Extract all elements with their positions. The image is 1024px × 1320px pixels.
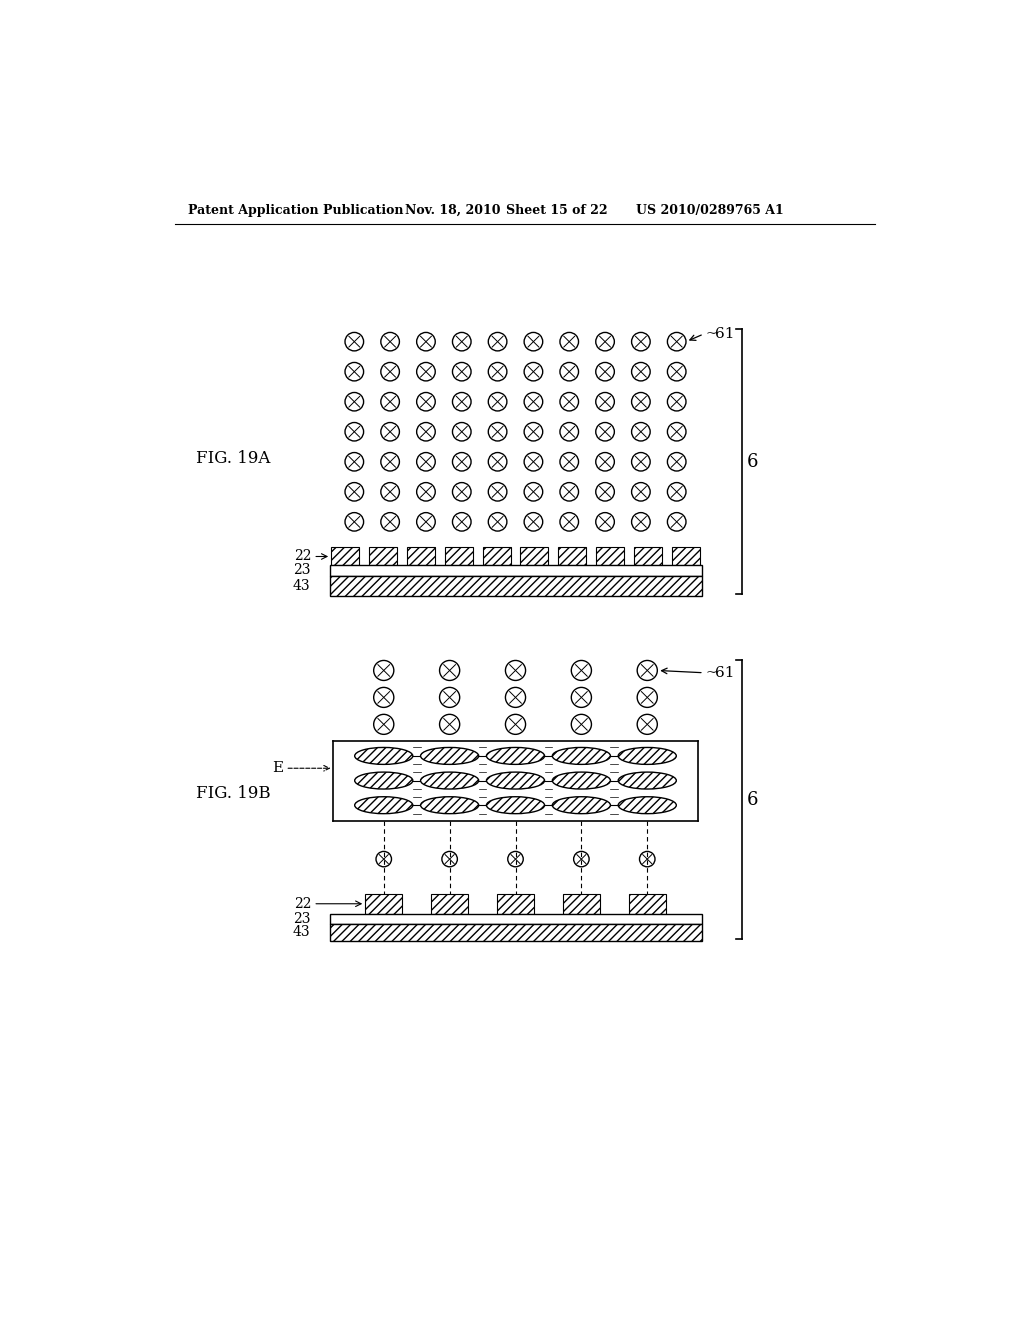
Ellipse shape [421,797,478,813]
Ellipse shape [552,797,610,813]
Text: 61: 61 [716,327,735,341]
Text: ~: ~ [706,327,717,341]
Bar [497,894,535,913]
Bar [330,565,701,576]
Text: US 2010/0289765 A1: US 2010/0289765 A1 [636,205,783,218]
Ellipse shape [618,772,676,789]
Text: 22: 22 [294,896,311,911]
Bar [672,548,700,565]
Text: E: E [272,762,284,775]
Bar [558,548,587,565]
Text: 61: 61 [716,665,735,680]
Bar [407,548,435,565]
Ellipse shape [486,797,545,813]
Text: FIG. 19A: FIG. 19A [197,450,270,467]
Bar [331,548,359,565]
Ellipse shape [618,747,676,764]
Bar [520,548,549,565]
Bar [330,924,701,941]
Bar [330,913,701,924]
Text: 6: 6 [746,453,758,471]
Ellipse shape [618,797,676,813]
Ellipse shape [486,747,545,764]
Bar [444,548,473,565]
Text: 43: 43 [293,925,310,940]
Text: 23: 23 [293,564,310,577]
Ellipse shape [354,747,413,764]
Text: Nov. 18, 2010: Nov. 18, 2010 [406,205,501,218]
Text: FIG. 19B: FIG. 19B [197,785,270,803]
Text: ~: ~ [706,665,717,680]
Ellipse shape [354,772,413,789]
Text: Patent Application Publication: Patent Application Publication [188,205,403,218]
Bar [482,548,511,565]
Bar [563,894,600,913]
Bar [596,548,625,565]
Bar [629,894,666,913]
Bar [369,548,397,565]
Ellipse shape [421,747,478,764]
Text: Sheet 15 of 22: Sheet 15 of 22 [506,205,608,218]
Text: 43: 43 [293,578,310,593]
Ellipse shape [552,772,610,789]
Text: 23: 23 [293,912,310,925]
Bar [334,741,697,821]
Text: 22: 22 [294,549,311,564]
Bar [366,894,402,913]
Ellipse shape [486,772,545,789]
Bar [634,548,663,565]
Text: 6: 6 [746,791,758,809]
Bar [330,576,701,595]
Ellipse shape [552,747,610,764]
Bar [431,894,468,913]
Ellipse shape [354,797,413,813]
Ellipse shape [421,772,478,789]
